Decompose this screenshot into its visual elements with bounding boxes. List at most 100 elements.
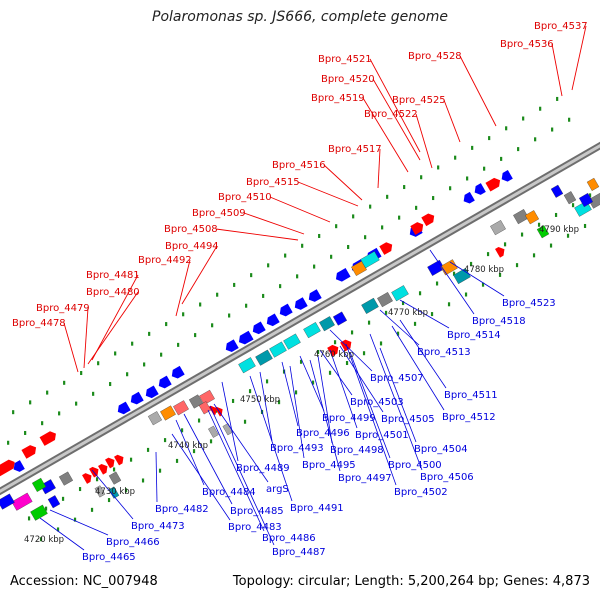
gene-arrow bbox=[485, 177, 501, 192]
upper-gene-label: Bpro_4528 bbox=[408, 51, 462, 62]
gene-feature bbox=[21, 445, 37, 459]
guide-dot bbox=[39, 537, 43, 542]
gene-arrow bbox=[327, 344, 339, 357]
gene-feature bbox=[255, 349, 273, 366]
lower-gene-label: Bpro_4501 bbox=[355, 430, 409, 441]
upper-leader-line bbox=[215, 228, 299, 241]
gene-arrow bbox=[495, 246, 505, 258]
guide-dot bbox=[488, 136, 491, 141]
lower-leader-line bbox=[391, 325, 445, 411]
guide-dot bbox=[588, 193, 592, 198]
guide-dot bbox=[498, 272, 502, 277]
guide-dot bbox=[233, 282, 236, 287]
gene-feature bbox=[360, 251, 380, 269]
gene-arrow bbox=[117, 401, 131, 415]
gene-feature bbox=[158, 375, 172, 389]
guide-dot bbox=[27, 516, 31, 521]
guide-dot bbox=[452, 271, 456, 276]
upper-gene-label: Bpro_4515 bbox=[246, 177, 300, 188]
gene-feature bbox=[269, 341, 287, 358]
guide-dot bbox=[571, 203, 575, 208]
guide-dot bbox=[437, 165, 440, 170]
guide-dot bbox=[90, 507, 94, 512]
guide-dot bbox=[61, 496, 65, 501]
guide-dot bbox=[107, 498, 111, 503]
lower-labels[interactable]: Bpro_4523 Bpro_4518 Bpro_4514 Bpro_4513 Bpro… bbox=[82, 298, 556, 563]
lower-gene-label: Bpro_4473 bbox=[131, 521, 185, 532]
lower-leader-line bbox=[379, 347, 417, 443]
guide-dot bbox=[92, 391, 95, 396]
gene-arrow bbox=[335, 267, 351, 282]
gene-features[interactable] bbox=[0, 169, 600, 521]
guide-dot bbox=[522, 116, 525, 121]
gene-feature bbox=[463, 191, 475, 204]
gene-feature bbox=[117, 401, 131, 415]
guide-dot bbox=[245, 303, 248, 308]
guide-dot bbox=[532, 253, 536, 258]
lower-leader-line bbox=[449, 261, 505, 297]
guide-dot bbox=[362, 351, 366, 356]
upper-leader-line bbox=[91, 274, 139, 361]
lower-gene-label: Bpro_4497 bbox=[338, 473, 392, 484]
upper-gene-label: Bpro_4519 bbox=[311, 93, 365, 104]
guide-dot bbox=[194, 333, 197, 338]
upper-leader-line bbox=[372, 78, 421, 161]
lower-gene-label: Bpro_4507 bbox=[370, 373, 424, 384]
guide-dot bbox=[209, 439, 213, 444]
gene-feature bbox=[94, 485, 106, 498]
gene-box bbox=[40, 479, 56, 495]
gene-feature bbox=[308, 289, 322, 302]
guide-dot bbox=[396, 331, 400, 336]
lower-leader-line bbox=[171, 433, 231, 521]
upper-leader-line bbox=[297, 181, 359, 207]
guide-dot bbox=[520, 232, 524, 237]
gene-feature bbox=[490, 220, 506, 236]
lower-gene-label: Bpro_4513 bbox=[417, 347, 471, 358]
upper-gene-label: Bpro_4509 bbox=[192, 208, 246, 219]
lower-gene-label: Bpro_4511 bbox=[444, 390, 498, 401]
upper-gene-label: Bpro_4516 bbox=[272, 160, 326, 171]
upper-labels[interactable]: Bpro_4537 Bpro_4536 Bpro_4528 Bpro_4521 Bpro… bbox=[12, 21, 588, 329]
guide-dot bbox=[347, 244, 350, 249]
gene-arrow bbox=[379, 242, 393, 255]
gene-arrow bbox=[225, 339, 239, 353]
guide-dot bbox=[454, 155, 457, 160]
upper-gene-label: Bpro_4479 bbox=[36, 303, 90, 314]
lower-leader-line bbox=[209, 405, 275, 546]
lower-leader-line bbox=[345, 343, 397, 486]
guide-dot bbox=[583, 223, 587, 228]
lower-leader-line bbox=[317, 355, 333, 444]
guide-dot bbox=[12, 410, 15, 415]
guide-dot bbox=[41, 421, 44, 426]
guide-dot bbox=[109, 382, 112, 387]
gene-feature bbox=[114, 454, 124, 466]
guide-dot bbox=[449, 186, 452, 191]
guide-dot bbox=[228, 313, 231, 318]
guide-dot bbox=[432, 196, 435, 201]
guide-dot bbox=[73, 517, 77, 522]
gene-feature bbox=[0, 493, 15, 510]
gene-feature bbox=[485, 177, 501, 192]
guide-dot bbox=[143, 362, 146, 367]
guide-dot bbox=[63, 380, 66, 385]
guide-dot bbox=[566, 233, 570, 238]
guide-dot bbox=[177, 342, 180, 347]
gene-feature bbox=[524, 210, 540, 225]
lower-leader-line bbox=[49, 509, 109, 536]
lower-leader-line bbox=[183, 413, 233, 505]
guide-dot bbox=[294, 390, 298, 395]
guide-dot bbox=[556, 96, 559, 101]
guide-dot bbox=[46, 390, 49, 395]
guide-dot bbox=[199, 302, 202, 307]
guide-dot bbox=[296, 274, 299, 279]
gene-feature bbox=[0, 459, 15, 477]
guide-dot bbox=[316, 350, 320, 355]
gene-feature bbox=[421, 213, 435, 227]
lower-gene-label: Bpro_4491 bbox=[290, 503, 344, 514]
gene-feature bbox=[40, 479, 56, 495]
lower-gene-label: Bpro_4498 bbox=[330, 445, 384, 456]
guide-dot bbox=[243, 419, 247, 424]
guide-dot bbox=[29, 400, 32, 405]
upper-leader-line bbox=[243, 212, 305, 235]
